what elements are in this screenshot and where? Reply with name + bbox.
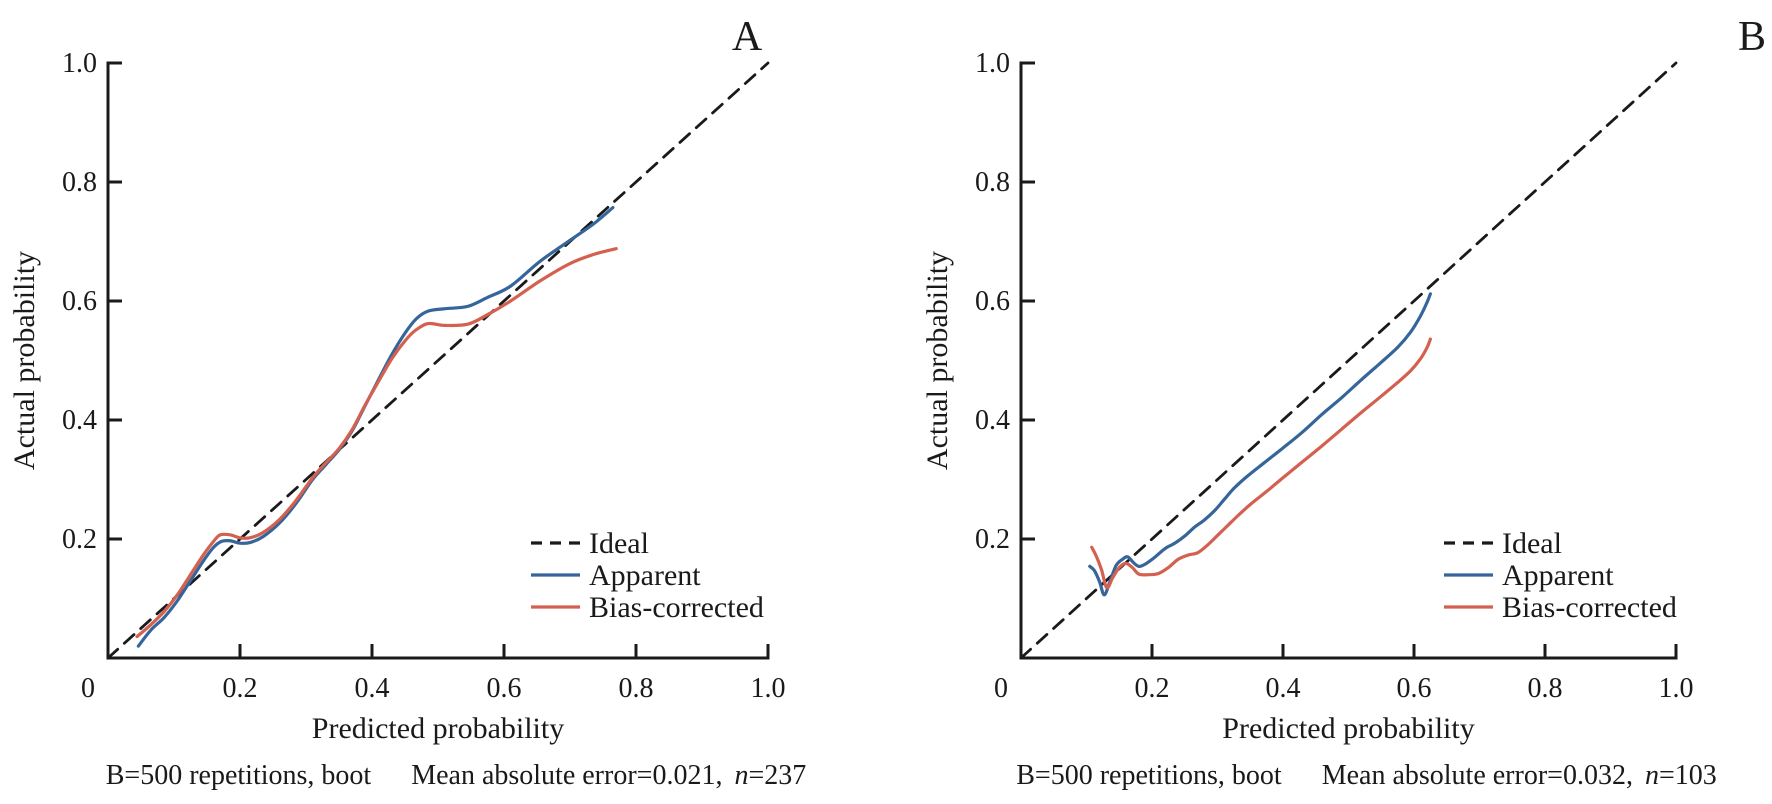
panel-B-xtick-label: 0.6 — [1397, 673, 1432, 704]
panel-A-ytick-label: 0.4 — [62, 405, 97, 436]
panel-B-ytick-label: 0.8 — [975, 167, 1010, 198]
panel-A-caption: B=500 repetitions, boot Mean absolute err… — [106, 760, 807, 791]
panel-A-ylabel: Actual probability — [8, 251, 41, 470]
panel-B-label: B — [1738, 14, 1766, 60]
panel-A-curve-apparent — [136, 205, 615, 648]
panel-A-ytick-label: 0.8 — [62, 167, 97, 198]
panel-A-xtick-label: 0.6 — [487, 673, 522, 704]
panel-B-ytick-label: 0.4 — [975, 405, 1010, 436]
panel-A-curve-ideal — [106, 61, 770, 660]
panel-B-axes — [1019, 61, 1678, 660]
panel-B-ylabel: Actual probability — [921, 251, 954, 470]
panel-B-caption: B=500 repetitions, boot Mean absolute err… — [1016, 760, 1717, 791]
panel-A-label: A — [732, 14, 763, 60]
panel-B-ytick-label: 1.0 — [975, 48, 1010, 79]
panel-B-ytick-label: 0.2 — [975, 524, 1010, 555]
panel-A-curve-bias-corrected — [135, 247, 618, 639]
panel-A-ytick-label: 1.0 — [62, 48, 97, 79]
panel-B-xtick-label: 1.0 — [1659, 673, 1694, 704]
panel-A-xtick-label: 0.4 — [355, 673, 390, 704]
panel-A-legend-label-apparent: Apparent — [589, 559, 701, 592]
panel-B-curve-ideal — [1019, 61, 1678, 660]
panel-A-xtick-label: 0 — [81, 673, 95, 704]
panel-A-legend-label-ideal: Ideal — [589, 527, 649, 560]
panel-B-xtick-label: 0.2 — [1135, 673, 1170, 704]
panel-A-ytick-label: 0.2 — [62, 524, 97, 555]
panel-B-legend-label-bias-corrected: Bias-corrected — [1502, 591, 1677, 624]
panel-A-ytick-label: 0.6 — [62, 286, 97, 317]
panel-A-xtick-label: 0.2 — [223, 673, 258, 704]
panel-B-xlabel: Predicted probability — [1222, 712, 1474, 745]
panel-B-curve-apparent — [1088, 292, 1432, 597]
panel-A-xlabel: Predicted probability — [312, 712, 564, 745]
panel-B-xtick-label: 0.4 — [1266, 673, 1301, 704]
panel-B-xtick-label: 0.8 — [1528, 673, 1563, 704]
panel-B-legend-label-ideal: Ideal — [1502, 527, 1562, 560]
panel-B-xtick-label: 0 — [994, 673, 1008, 704]
panel-B-legend-label-apparent: Apparent — [1502, 559, 1614, 592]
panel-A-xtick-label: 1.0 — [751, 673, 786, 704]
panel-B-curve-bias-corrected — [1090, 337, 1432, 590]
panel-A-legend-label-bias-corrected: Bias-corrected — [589, 591, 764, 624]
panel-A-xtick-label: 0.8 — [619, 673, 654, 704]
panel-A-axes — [106, 61, 770, 660]
panel-B-ytick-label: 0.6 — [975, 286, 1010, 317]
